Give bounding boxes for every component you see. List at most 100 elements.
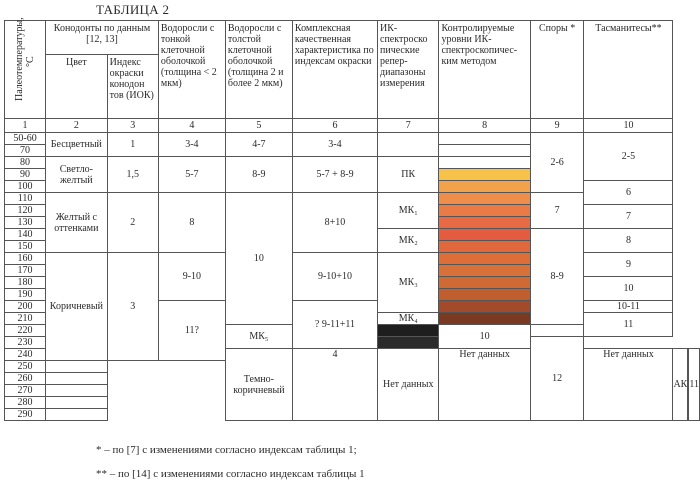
temp-cell: 120 — [5, 205, 46, 217]
temp-cell: 290 — [5, 409, 46, 421]
temp-cell: 180 — [5, 277, 46, 289]
temp-cell: 170 — [5, 265, 46, 277]
spores-cell: 2-6 — [530, 133, 584, 193]
ir-cell: МК₃ — [378, 253, 439, 313]
col-number: 7 — [378, 119, 439, 133]
temp-cell: 70 — [5, 145, 46, 157]
thin-algae-cell: Нет данных — [378, 349, 439, 421]
index-cell: 3 — [107, 253, 158, 361]
tasmanites-cell: 8 — [584, 229, 673, 253]
complex-cell: 5-7 + 8-9 — [292, 157, 377, 193]
temp-cell: 100 — [5, 181, 46, 193]
level-bar — [439, 205, 530, 217]
thin-algae-cell: 3-4 — [158, 133, 225, 157]
header-paleo-temp: Палеотемпературы, °С — [5, 21, 46, 119]
tasmanites-cell: 7 — [584, 205, 673, 229]
index-cell: 4 — [292, 349, 377, 421]
header-thick-algae: Водоросли с толстой клеточной оболочкой … — [225, 21, 292, 119]
tasmanites-cell: 11 — [584, 313, 673, 337]
color-cell: Темно-коричневый — [225, 349, 292, 421]
temp-cell: 80 — [5, 157, 46, 169]
col-number: 6 — [292, 119, 377, 133]
thin-algae-cell: 11? — [158, 301, 225, 361]
footnote-spores: * – по [7] с изменениями согласно индекс… — [96, 444, 357, 456]
temp-cell: 90 — [5, 169, 46, 181]
level-bar — [439, 265, 530, 277]
col-number: 2 — [46, 119, 108, 133]
level-bar — [439, 193, 530, 205]
tasmanites-cell: 6 — [584, 181, 673, 205]
thin-algae-cell: 8 — [158, 193, 225, 253]
temp-cell: 260 — [5, 373, 46, 385]
level-bar — [439, 157, 530, 169]
index-cell: 1,5 — [107, 157, 158, 193]
temp-cell: 210 — [5, 313, 46, 325]
temp-cell: 280 — [5, 397, 46, 409]
color-cell: Бесцветный — [46, 133, 108, 157]
header-controlled: Контролируемые уровни ИК-спектроскопичес… — [439, 21, 530, 119]
complex-cell: 9-10+10 — [292, 253, 377, 301]
header-index: Индекс окраски конодон тов (ИОК) — [107, 55, 158, 119]
temp-cell: 140 — [5, 229, 46, 241]
spores-cell: 7 — [530, 193, 584, 229]
temp-cell: 150 — [5, 241, 46, 253]
header-ir: ИК-спектроско пические репер-диапазоны и… — [378, 21, 439, 119]
level-bar — [439, 133, 530, 145]
ir-cell: МК₅ — [225, 325, 292, 349]
complex-cell: Нет данных — [584, 349, 673, 421]
spores-cell: 10 — [439, 325, 530, 349]
temp-cell: 160 — [5, 253, 46, 265]
header-tasmanites: Тасманитесы** — [584, 21, 673, 119]
level-bar — [439, 277, 530, 289]
color-cell: Желтый с оттенками — [46, 193, 108, 253]
level-bar-empty — [46, 409, 108, 421]
tasmanites-cell: 10-11 — [584, 301, 673, 313]
ir-cell: МК₂ — [378, 229, 439, 253]
complex-cell: ? 9-11+11 — [292, 301, 377, 349]
level-bar — [378, 325, 439, 337]
temp-cell: 240 — [5, 349, 46, 361]
ir-cell: АК — [673, 349, 688, 421]
header-complex: Комплексная качественная характеристика … — [292, 21, 377, 119]
paleotemperature-table: Палеотемпературы, °С Конодонты по данным… — [4, 20, 700, 421]
header-conodonts: Конодонты по данным [12, 13] — [46, 21, 159, 55]
temp-cell: 270 — [5, 385, 46, 397]
temp-cell: 50-60 — [5, 133, 46, 145]
temp-cell: 230 — [5, 337, 46, 349]
thick-algae-cell: 10 — [225, 193, 292, 325]
table-title: ТАБЛИЦА 2 — [96, 2, 169, 18]
level-bar — [439, 217, 530, 229]
complex-cell: 8+10 — [292, 193, 377, 253]
level-bar — [439, 229, 530, 241]
col-number: 10 — [584, 119, 673, 133]
col-number: 1 — [5, 119, 46, 133]
temp-cell: 220 — [5, 325, 46, 337]
level-bar-empty — [46, 385, 108, 397]
level-bar — [439, 301, 530, 313]
temp-cell: 200 — [5, 301, 46, 313]
color-cell: Коричневый — [46, 253, 108, 361]
index-cell: 2 — [107, 193, 158, 253]
col-number: 5 — [225, 119, 292, 133]
header-spores: Споры * — [530, 21, 584, 119]
col-number: 8 — [439, 119, 530, 133]
header-color: Цвет — [46, 55, 108, 119]
thick-algae-cell: 8-9 — [225, 157, 292, 193]
temp-cell: 110 — [5, 193, 46, 205]
level-bar — [378, 337, 439, 349]
footnote-tasmanites: ** – по [14] с изменениями согласно инде… — [96, 468, 365, 480]
tasmanites-cell: 12 — [530, 337, 584, 421]
level-bar-empty — [46, 397, 108, 409]
ir-cell: ПК — [378, 157, 439, 193]
color-cell: Светло-желтый — [46, 157, 108, 193]
temp-cell: 130 — [5, 217, 46, 229]
temp-cell: 250 — [5, 361, 46, 373]
thick-algae-cell: Нет данных — [439, 349, 530, 421]
spores-cell: 11 — [689, 349, 700, 421]
index-cell: 1 — [107, 133, 158, 157]
level-bar — [439, 241, 530, 253]
col-number: 4 — [158, 119, 225, 133]
ir-cell-empty — [378, 133, 439, 157]
header-thin-algae: Водоросли с тонкой клеточной оболочкой (… — [158, 21, 225, 119]
temp-cell: 190 — [5, 289, 46, 301]
